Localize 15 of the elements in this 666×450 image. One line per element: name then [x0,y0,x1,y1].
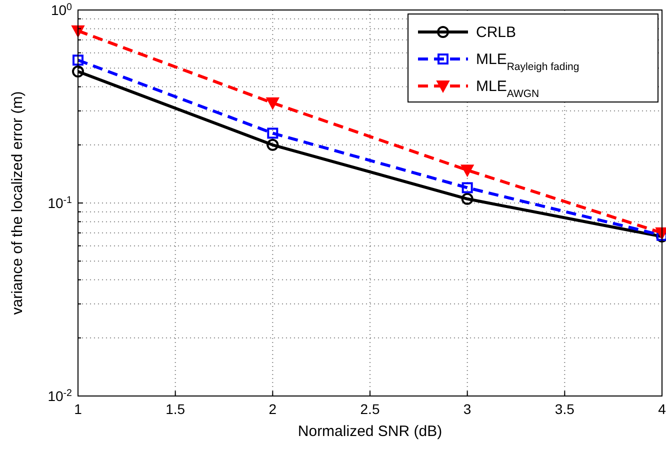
legend-label: MLE$_{Rayleigh fading}$ [476,51,580,73]
x-tick-label: 3.5 [554,401,575,417]
x-tick-label: 3 [463,401,472,417]
x-tick-label: 1 [74,401,82,417]
y-axis-title: variance of the localized error (m) [9,91,26,315]
legend-label: MLE$_{AWGN}$ [476,78,540,100]
x-tick-label: 1.5 [166,401,186,417]
legend-label: CRLB [476,24,516,41]
x-axis-title: Normalized SNR (dB) [298,423,442,440]
x-tick-label: 4 [658,401,666,417]
y-tick-label: 10$^{-2}$ [48,388,72,404]
y-tick-label: 10$^{0}$ [50,2,73,18]
x-tick-label: 2 [268,401,277,417]
x-tick-label: 2.5 [360,401,380,417]
y-tick-label: 10$^{-1}$ [48,194,72,211]
